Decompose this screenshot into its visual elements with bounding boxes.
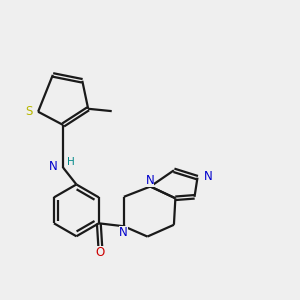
Text: H: H <box>67 158 74 167</box>
Text: N: N <box>119 226 128 239</box>
Text: O: O <box>96 246 105 259</box>
Text: S: S <box>26 105 33 118</box>
Text: N: N <box>49 160 57 173</box>
Text: N: N <box>204 170 213 183</box>
Text: N: N <box>146 173 154 187</box>
